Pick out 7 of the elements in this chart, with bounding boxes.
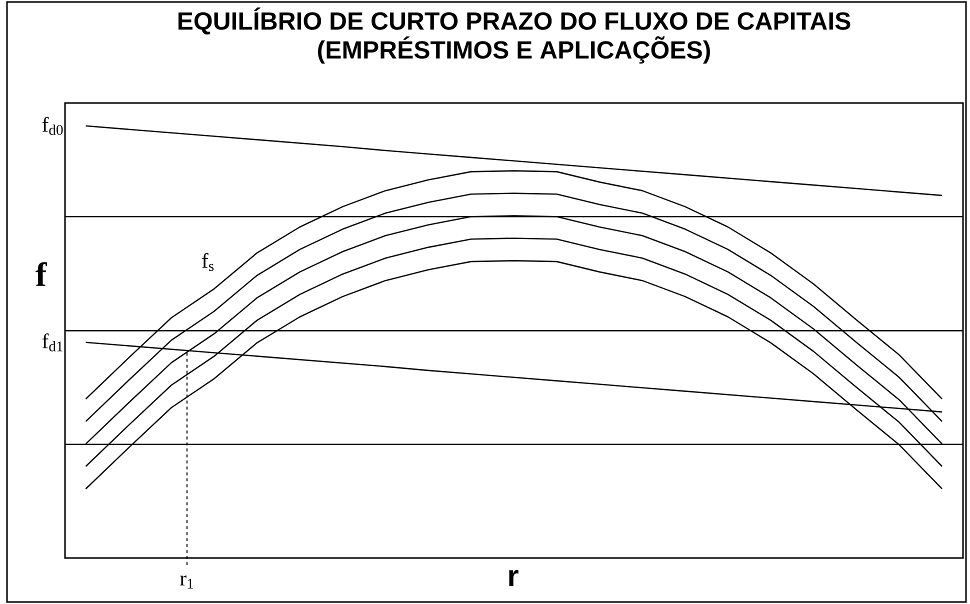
- chart-title: EQUILÍBRIO DE CURTO PRAZO DO FLUXO DE CAPITAIS (EMPRÉSTIMOS E APLICAÇÕES): [178, 8, 850, 64]
- series-label: f$_{d0}$: [42, 116, 63, 135]
- x-axis-title: r: [509, 570, 518, 586]
- text: r$_{1}$: [180, 576, 194, 588]
- y-axis-title: f: [36, 262, 47, 286]
- series-label: f$_{d1}$: [42, 333, 62, 352]
- annotation: f$_{s}$: [202, 252, 214, 271]
